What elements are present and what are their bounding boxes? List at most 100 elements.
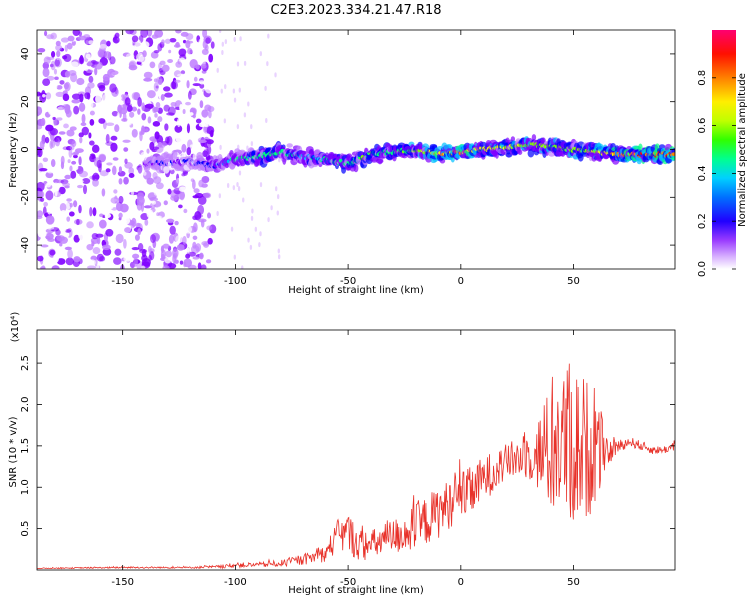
- noise-blob: [208, 53, 214, 63]
- noise-blob: [152, 146, 160, 150]
- ridge-blob: [353, 164, 359, 173]
- noise-blob: [277, 248, 280, 254]
- noise-blob: [236, 61, 240, 67]
- noise-blob: [216, 67, 219, 73]
- noise-blob: [266, 61, 269, 67]
- noise-blob: [153, 82, 159, 92]
- snr-multiplier: (x10⁴): [10, 312, 21, 343]
- noise-blob: [109, 70, 119, 76]
- noise-blob: [165, 136, 170, 144]
- noise-blob: [124, 158, 128, 164]
- noise-blob: [56, 248, 64, 254]
- noise-blob: [232, 185, 236, 191]
- noise-blob: [50, 140, 56, 148]
- noise-blob: [110, 135, 118, 141]
- noise-blob: [210, 41, 215, 49]
- noise-blob: [66, 198, 72, 202]
- noise-blob: [172, 248, 179, 258]
- noise-blob: [37, 142, 41, 147]
- noise-blob: [68, 148, 73, 158]
- noise-blob: [168, 234, 174, 244]
- noise-blob: [66, 129, 75, 137]
- noise-blob: [250, 124, 253, 130]
- noise-blob: [131, 128, 138, 138]
- noise-blob: [38, 168, 48, 172]
- noise-blob: [112, 157, 119, 161]
- noise-blob: [119, 66, 124, 72]
- noise-blob: [192, 241, 197, 249]
- colorbar-tick-label: 0.4: [697, 165, 708, 181]
- noise-blob: [42, 93, 46, 98]
- noise-blob: [205, 37, 211, 44]
- noise-blob: [105, 133, 110, 144]
- noise-blob: [45, 182, 52, 188]
- x-tick-label: -100: [224, 577, 247, 588]
- noise-blob: [176, 117, 181, 128]
- noise-blob: [183, 208, 188, 214]
- noise-blob: [141, 258, 151, 267]
- noise-blob: [137, 228, 142, 236]
- noise-blob: [175, 178, 180, 185]
- ridge-blob: [517, 149, 523, 155]
- noise-blob: [191, 51, 197, 57]
- noise-blob: [198, 122, 206, 128]
- noise-blob: [175, 41, 180, 48]
- noise-blob: [124, 227, 131, 233]
- noise-blob: [157, 196, 163, 200]
- noise-blob: [97, 49, 105, 58]
- noise-blob: [94, 174, 100, 180]
- noise-blob: [89, 118, 95, 126]
- noise-blob: [102, 175, 112, 184]
- noise-blob: [142, 50, 147, 58]
- noise-blob: [161, 39, 165, 45]
- noise-blob: [118, 166, 123, 173]
- noise-blob: [201, 175, 210, 184]
- colorbar-label: Normalized spectral amplitude: [737, 73, 748, 227]
- noise-blob: [68, 70, 77, 76]
- noise-blob: [102, 244, 111, 251]
- noise-blob: [104, 51, 111, 59]
- noise-blob: [67, 35, 75, 42]
- noise-blob: [238, 87, 241, 93]
- noise-blob: [79, 136, 83, 144]
- noise-blob: [145, 103, 154, 109]
- noise-blob: [146, 177, 154, 185]
- noise-blob: [96, 253, 104, 262]
- noise-blob: [82, 178, 91, 184]
- noise-blob: [118, 212, 123, 219]
- noise-blob: [259, 51, 263, 57]
- noise-blob: [113, 189, 118, 194]
- noise-blob: [102, 114, 111, 119]
- noise-blob: [45, 215, 55, 225]
- noise-blob: [71, 99, 81, 104]
- colorbar-tick-label: 0.8: [697, 70, 708, 86]
- noise-blob: [187, 90, 192, 100]
- noise-blob: [49, 249, 56, 256]
- noise-blob: [251, 208, 254, 214]
- noise-blob: [51, 265, 60, 269]
- noise-blob: [53, 253, 59, 263]
- noise-blob: [141, 41, 150, 49]
- noise-blob: [185, 217, 190, 224]
- noise-blob: [183, 258, 193, 268]
- noise-blob: [162, 243, 170, 249]
- y-tick-label: 2.5: [20, 355, 31, 371]
- noise-blob: [111, 44, 116, 53]
- noise-blob: [173, 79, 181, 83]
- ridge-blob: [171, 149, 178, 159]
- noise-blob: [92, 178, 99, 187]
- noise-blob: [60, 37, 70, 43]
- noise-blob: [198, 38, 204, 47]
- colorbar-tick-label: 0.2: [697, 213, 708, 229]
- noise-blob: [179, 190, 185, 201]
- noise-blob: [121, 118, 128, 122]
- noise-blob: [178, 204, 183, 209]
- noise-blob: [88, 132, 92, 139]
- noise-blob: [96, 159, 102, 169]
- noise-blob: [154, 30, 164, 38]
- noise-blob: [133, 257, 138, 267]
- noise-blob: [85, 40, 89, 45]
- y-tick-label: 0.5: [20, 521, 31, 537]
- noise-blob: [179, 186, 187, 192]
- ridge-blob: [510, 136, 516, 142]
